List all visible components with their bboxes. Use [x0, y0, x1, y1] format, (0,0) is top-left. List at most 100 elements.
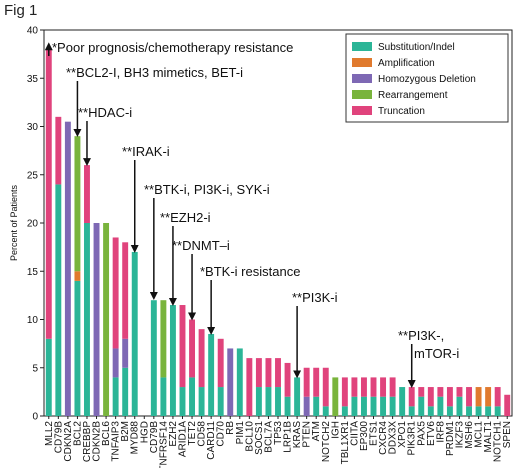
y-tick-label: 35: [27, 74, 39, 85]
y-tick-label: 15: [27, 267, 39, 278]
bar-segment-bcl6-rearrangement: [103, 223, 110, 416]
bar-segment-cd79b-substitution-indel: [55, 184, 62, 416]
bar-segment-card11-substitution-indel: [208, 333, 215, 416]
bar-segment-ets1-truncation: [370, 377, 377, 397]
bar-segment-tet2-substitution-indel: [189, 377, 196, 416]
x-tick-label-notch2: NOTCH2: [321, 421, 332, 463]
bar-segment-pim1-substitution-indel: [236, 348, 243, 416]
x-tick-label-prdm1: PRDM1: [445, 421, 456, 456]
bar-segment-pten-homozygous-deletion: [303, 396, 310, 416]
legend-label-substitution-indel: Substitution/Indel: [378, 42, 455, 53]
bar-segment-notch2-truncation: [322, 367, 329, 407]
x-axis: MLL2CD79BCDKN2ABCL2CREBBPCDKN2BBCL6TNFAI…: [44, 416, 513, 468]
bar-segment-arid1a-substitution-indel: [179, 387, 186, 416]
x-tick-label-irf8: IRF8: [435, 421, 446, 443]
bar-segment-ciita-truncation: [351, 377, 358, 397]
x-tick-label-ikzf3: IKZF3: [454, 421, 465, 449]
legend-label-homozygous-deletion: Homozygous Deletion: [378, 74, 476, 85]
bar-segment-rb-homozygous-deletion: [227, 348, 234, 416]
x-tick-label-kras: KRAS: [292, 421, 303, 449]
x-tick-label-myd88: MYD88: [130, 421, 141, 455]
y-tick-label: 40: [27, 26, 39, 37]
bar-segment-mcl1-substitution-indel: [475, 406, 482, 416]
bar-segment-tnfrsf14-substitution-indel: [160, 377, 167, 416]
bar-segment-tet2-truncation: [189, 319, 196, 378]
x-tick-label-tnfrsf14: TNFRSF14: [158, 421, 169, 468]
bar-segment-tbl1xr1-substitution-indel: [341, 406, 348, 416]
bar-segment-ezh2-substitution-indel: [169, 305, 176, 416]
bar-segment-crebbp-truncation: [84, 165, 90, 223]
bar-segment-tnfaip3-truncation: [112, 237, 119, 349]
bar-segment-mcl1-amplification: [475, 387, 482, 407]
legend-swatch-substitution-indel: [352, 42, 372, 51]
x-tick-label-bcl6: BCL6: [101, 421, 112, 446]
x-tick-label-tp53: TP53: [273, 421, 284, 445]
annotation-dnmt-i: **DNMT–i: [172, 238, 230, 253]
bar-segment-cxcr4-substitution-indel: [380, 396, 387, 416]
x-tick-label-ciita: CIITA: [349, 421, 360, 446]
x-tick-label-malt1: MALT1: [483, 421, 494, 453]
bar-segment-igh-rearrangement: [332, 377, 339, 416]
x-tick-label-cd58: CD58: [197, 421, 208, 447]
x-tick-label-mcl1: MCL1: [474, 421, 485, 448]
annotation-poor-prognosis-chemotherapy-resistance: *Poor prognosis/chemotherapy resistance: [52, 40, 293, 55]
bar-segment-cd79b-truncation: [55, 116, 62, 185]
x-tick-label-cxcr4: CXCR4: [378, 421, 389, 455]
x-tick-label-tnfaip3: TNFAIP3: [111, 421, 122, 462]
bar-segment-cdkn2a-homozygous-deletion: [64, 121, 71, 417]
bar-segment-pten-truncation: [303, 367, 310, 397]
bar-segment-ep300-truncation: [360, 377, 367, 397]
bar-segment-bcl10-truncation: [246, 358, 253, 416]
bar-segment-msh6-truncation: [466, 387, 472, 407]
bar-segment-malt1-substitution-indel: [485, 406, 492, 416]
x-tick-label-cdkn2b: CDKN2B: [92, 421, 103, 462]
figure-label: Fig 1: [4, 2, 38, 19]
bar-segment-spen-truncation: [504, 394, 511, 416]
y-tick-label: 5: [32, 363, 38, 374]
bar-segment-cd58-truncation: [198, 329, 205, 388]
annotation-pi3k: **PI3K-,: [398, 328, 444, 343]
y-axis: 0 5 10 15 20 25 30 35 40 Percent of Patients: [9, 26, 44, 423]
x-tick-label-igh: IGH: [330, 421, 341, 439]
bar-segment-tbl1xr1-truncation: [341, 377, 348, 407]
legend-swatch-rearrangement: [352, 90, 372, 99]
annotation-pi3k-i: **PI3K-i: [292, 290, 338, 305]
legend-swatch-truncation: [352, 106, 372, 115]
bar-segment-b2m-truncation: [122, 242, 129, 339]
bar-segment-socs1-substitution-indel: [255, 387, 262, 416]
bar-segment-etv6-substitution-indel: [427, 406, 434, 416]
bar-segment-malt1-amplification: [485, 387, 492, 407]
bar-segment-pik3r1-truncation: [408, 387, 415, 407]
bar-segment-xpo1-substitution-indel: [399, 387, 406, 416]
x-tick-label-ets1: ETS1: [369, 421, 380, 446]
x-tick-label-atm: ATM: [311, 421, 322, 441]
legend-swatch-amplification: [352, 58, 372, 67]
x-tick-label-xpo1: XPO1: [397, 421, 408, 448]
x-tick-label-cd79b: CD79B: [149, 421, 160, 454]
bar-segment-tp53-substitution-indel: [275, 387, 281, 416]
bars-layer: [45, 49, 511, 417]
bar-segment-ciita-substitution-indel: [351, 396, 358, 416]
bar-segment-etv6-truncation: [427, 387, 434, 407]
x-tick-label-ep300: EP300: [359, 421, 370, 451]
bar-segment-bcl2-rearrangement: [74, 136, 81, 272]
x-tick-label-arid1a: ARID1A: [177, 421, 188, 457]
bar-segment-notch2-substitution-indel: [322, 406, 329, 416]
x-tick-label-ddx3x: DDX3X: [388, 421, 399, 455]
bar-segment-crebbp-substitution-indel: [84, 223, 90, 416]
annotation-btk-i-resistance: *BTK-i resistance: [200, 264, 300, 279]
bar-segment-b2m-homozygous-deletion: [122, 338, 129, 368]
x-tick-label-pax5: PAX5: [416, 421, 427, 446]
bar-segment-irf8-substitution-indel: [437, 396, 444, 416]
bar-segment-pax5-substitution-indel: [418, 396, 425, 416]
x-tick-label-bcl7a: BCL7A: [263, 421, 274, 453]
x-tick-label-b2m: B2M: [120, 421, 131, 442]
x-tick-label-pim1: PIM1: [235, 421, 246, 445]
bar-segment-cd79b-substitution-indel: [150, 300, 157, 416]
x-tick-label-mll2: MLL2: [44, 421, 55, 446]
bar-segment-myd88-substitution-indel: [131, 251, 138, 416]
bar-segment-bcl2-substitution-indel: [74, 280, 81, 416]
bar-segment-lrp1b-truncation: [284, 362, 291, 397]
